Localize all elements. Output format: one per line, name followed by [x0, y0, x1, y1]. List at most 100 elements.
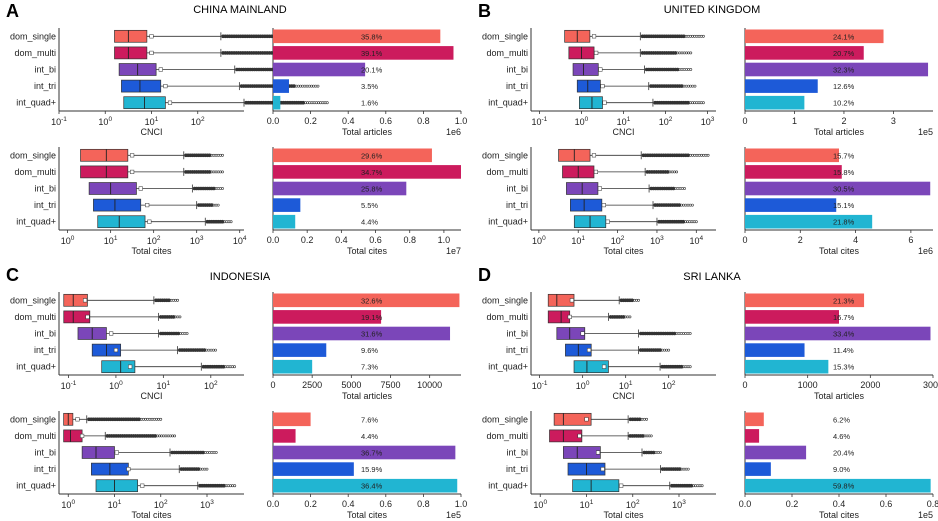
outlier-point	[207, 348, 211, 352]
panel-c-letter: C	[6, 265, 19, 285]
outlier-point	[176, 298, 179, 302]
outlier-point	[701, 34, 705, 38]
outlier-point	[689, 483, 694, 488]
outlier-point	[677, 467, 682, 471]
bar-mark	[273, 359, 313, 374]
panel-d-r1-bar-tick-label: 0.4	[833, 499, 846, 509]
bar-pct-label: 6.2%	[833, 415, 850, 424]
panel-d-r0-box-cat-label: dom_single	[482, 295, 528, 305]
panel-d-r1-box-cat-label: dom_single	[482, 414, 528, 424]
outlier-point	[684, 203, 688, 207]
outlier-point	[694, 220, 698, 224]
outlier-point	[301, 100, 305, 105]
panel-c-r1-box-cat-label: int_quad+	[16, 481, 56, 491]
panel-c-r1-bar-tick-label: 1.0	[455, 499, 468, 509]
panel-b-r0-box-dom_single	[564, 29, 705, 43]
outlier-point	[678, 51, 682, 55]
bar-mark	[273, 343, 327, 357]
panel-d-r1-box-int_bi	[563, 446, 662, 459]
outlier-point	[706, 153, 710, 157]
panel-a-r1-bar-dom_multi: 34.7%	[273, 165, 461, 179]
box-mean-marker	[602, 100, 607, 105]
outlier-point	[310, 84, 313, 88]
panel-d-r0-box-tick-label: 102	[662, 380, 676, 391]
panel-c-r1-box-cat-label: int_tri	[34, 464, 56, 474]
box-body	[553, 412, 592, 426]
outlier-point	[693, 84, 697, 88]
panel-d-r1-box-dom_single	[553, 412, 649, 426]
box-body	[88, 182, 137, 195]
panel-a-r0-box-int_tri	[121, 79, 320, 93]
box-mean-marker	[126, 467, 131, 472]
bar-pct-label: 20.7%	[833, 49, 855, 58]
panel-a-r1-bar-tick-label: 1.0	[438, 235, 451, 245]
outlier-point	[686, 203, 690, 207]
panel-c-r0-box-tick-label: 102	[204, 380, 218, 391]
panel-b-r0-box-tick-label: 10-1	[532, 116, 548, 127]
panel-a-r0-box-tick-label: 102	[191, 116, 205, 127]
bar-pct-label: 4.6%	[833, 432, 850, 441]
panel-b-r0-bar-xlabel: Total articles	[814, 127, 865, 137]
outlier-point	[686, 220, 689, 224]
panel-b-r0-box-dom_multi	[568, 46, 693, 60]
outlier-point	[233, 365, 236, 369]
outlier-point	[682, 51, 686, 55]
panel-a-r1-box-tick-label: 101	[104, 235, 118, 246]
outlier-point	[220, 219, 225, 224]
outlier-point	[687, 51, 690, 55]
panel-a-r1-bar-tick-label: 0.4	[335, 235, 348, 245]
panel-a-r0-bar-exponent: 1e6	[446, 127, 461, 137]
panel-b-r0-box-cat-label: int_quad+	[488, 98, 528, 108]
outlier-point	[645, 417, 649, 421]
outlier-point	[229, 220, 233, 224]
panel-c-r1-bar-tick-label: 0.6	[380, 499, 393, 509]
outlier-point	[221, 364, 226, 369]
panel-c-r1-bar-int_bi: 36.7%	[273, 445, 456, 460]
panel-d-r1-bar-int_tri: 9.0%	[745, 462, 850, 476]
outlier-point	[173, 434, 177, 438]
outlier-point	[202, 348, 207, 352]
box-body	[579, 96, 603, 110]
outlier-point	[649, 434, 653, 438]
outlier-point	[686, 34, 690, 38]
outlier-point	[682, 34, 686, 39]
panel-b-r0-box-cat-label: dom_single	[482, 31, 528, 41]
box-body	[63, 310, 91, 324]
panel-d-r0-box-int_quad+	[573, 360, 692, 374]
box-mean-marker	[580, 331, 585, 336]
panel-b: dom_single dom_multi int_bi int_tri int_quad…	[482, 28, 933, 256]
panel-b-r1-box-tick-label: 103	[650, 235, 664, 246]
bar-mark	[273, 429, 296, 443]
panel-b-r1-box-tick-label: 102	[611, 235, 625, 246]
panel-a-r0-bar-tick-label: 0.2	[304, 116, 317, 126]
panel-a-r1-bar-tick-label: 0.0	[267, 235, 280, 245]
bar-pct-label: 21.3%	[833, 296, 855, 305]
bar-mark	[745, 429, 760, 443]
panel-a-r0-bar-int_tri: 3.5%	[273, 79, 378, 93]
panel-a-r0-bar-tick-label: 0.4	[342, 116, 355, 126]
panel-d-r1-bar-int_quad+: 59.8%	[745, 478, 931, 493]
panel-c-r0-bar-int_tri: 9.6%	[273, 343, 378, 357]
outlier-point	[209, 203, 214, 207]
panel-d-r1-bar-tick-label: 0.8	[927, 499, 938, 509]
bar-mark	[273, 412, 311, 427]
bar-pct-label: 19.1%	[361, 313, 383, 322]
box-mean-marker	[602, 364, 607, 369]
box-body	[549, 429, 583, 443]
bar-mark	[745, 326, 931, 341]
panel-b-header: B UNITED KINGDOM	[478, 1, 760, 21]
bar-mark	[745, 359, 829, 374]
box-body	[572, 63, 599, 76]
panel-d-r1-box-tick-label: 102	[626, 499, 640, 510]
bar-pct-label: 36.4%	[361, 482, 383, 491]
outlier-point	[700, 153, 703, 157]
bar-pct-label: 21.8%	[833, 218, 855, 227]
bar-pct-label: 15.3%	[833, 363, 855, 372]
bar-pct-label: 3.5%	[361, 82, 378, 91]
box-mean-marker	[85, 314, 90, 319]
outlier-point	[206, 451, 209, 454]
bar-mark	[745, 198, 837, 212]
outlier-point	[141, 417, 145, 421]
panel-c-r0-box-dom_multi	[63, 310, 182, 324]
panel-a-title: CHINA MAINLAND	[193, 4, 287, 16]
